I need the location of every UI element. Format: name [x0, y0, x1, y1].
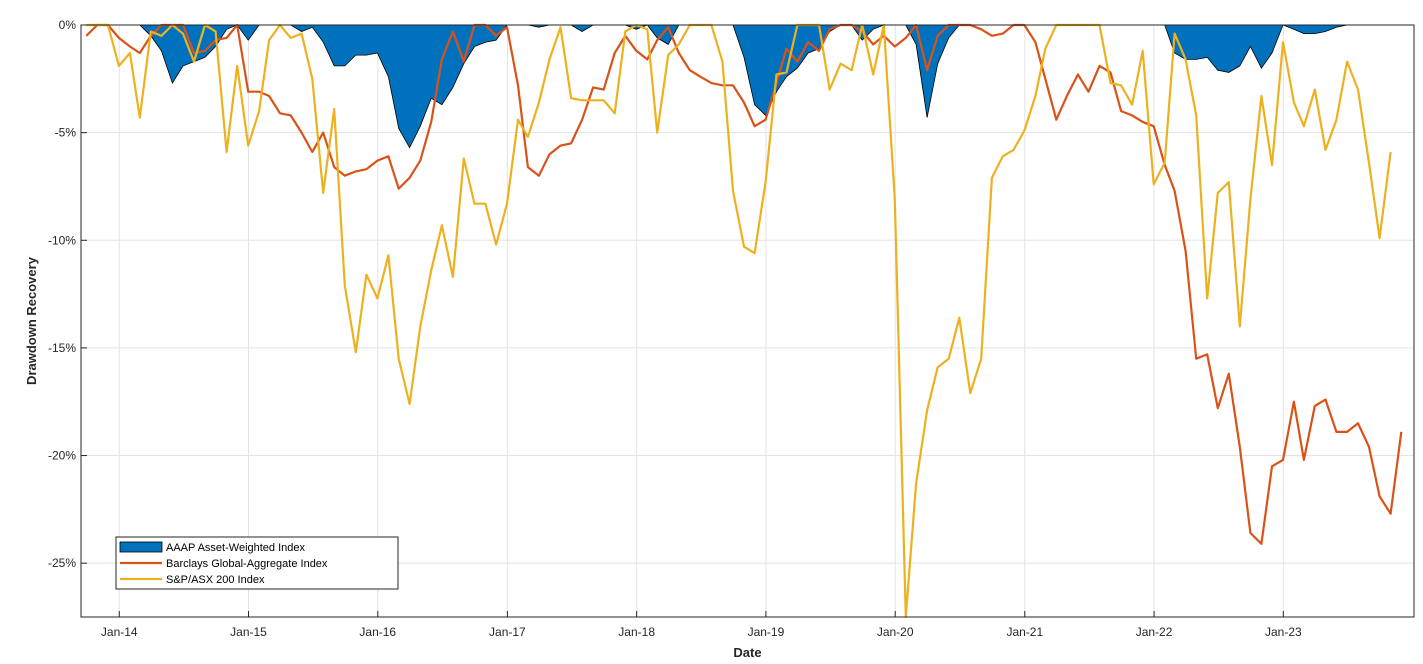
legend: AAAP Asset-Weighted Index Barclays Global…	[115, 536, 399, 590]
legend-swatch	[119, 541, 163, 553]
plot-area	[85, 23, 1413, 619]
x-tick-label: Jan-21	[1006, 625, 1043, 639]
legend-box	[115, 536, 399, 590]
y-axis-ticks: 0% -5% -10% -15% -20% -25%	[48, 18, 87, 570]
x-tick-label: Jan-23	[1265, 625, 1302, 639]
x-tick-label: Jan-17	[489, 625, 526, 639]
y-tick-label: -15%	[48, 341, 76, 355]
y-tick-label: -20%	[48, 449, 76, 463]
y-axis-label: Drawdown Recovery	[24, 256, 39, 385]
x-tick-label: Jan-14	[101, 625, 138, 639]
series-line-barclays	[85, 23, 1403, 545]
legend-entry-label: S&P/ASX 200 Index	[166, 574, 265, 586]
x-tick-label: Jan-19	[748, 625, 785, 639]
legend-entry-label: AAAP Asset-Weighted Index	[166, 542, 306, 554]
x-tick-label: Jan-16	[359, 625, 396, 639]
series-line-asx200	[86, 23, 1392, 619]
series-area-aaap	[86, 24, 1413, 149]
legend-entry-label: Barclays Global-Aggregate Index	[166, 558, 328, 570]
y-tick-label: -5%	[55, 126, 77, 140]
x-tick-label: Jan-22	[1136, 625, 1173, 639]
axes-frame	[80, 24, 1415, 618]
x-axis-label: Date	[733, 645, 761, 660]
x-tick-label: Jan-15	[230, 625, 267, 639]
x-axis-ticks: Jan-14 Jan-15 Jan-16 Jan-17 Jan-18 Jan-19 Jan-…	[101, 611, 1302, 639]
y-tick-label: 0%	[59, 18, 77, 32]
y-tick-label: -10%	[48, 233, 76, 247]
x-tick-label: Jan-18	[618, 625, 655, 639]
x-tick-label: Jan-20	[877, 625, 914, 639]
y-tick-label: -25%	[48, 556, 76, 570]
